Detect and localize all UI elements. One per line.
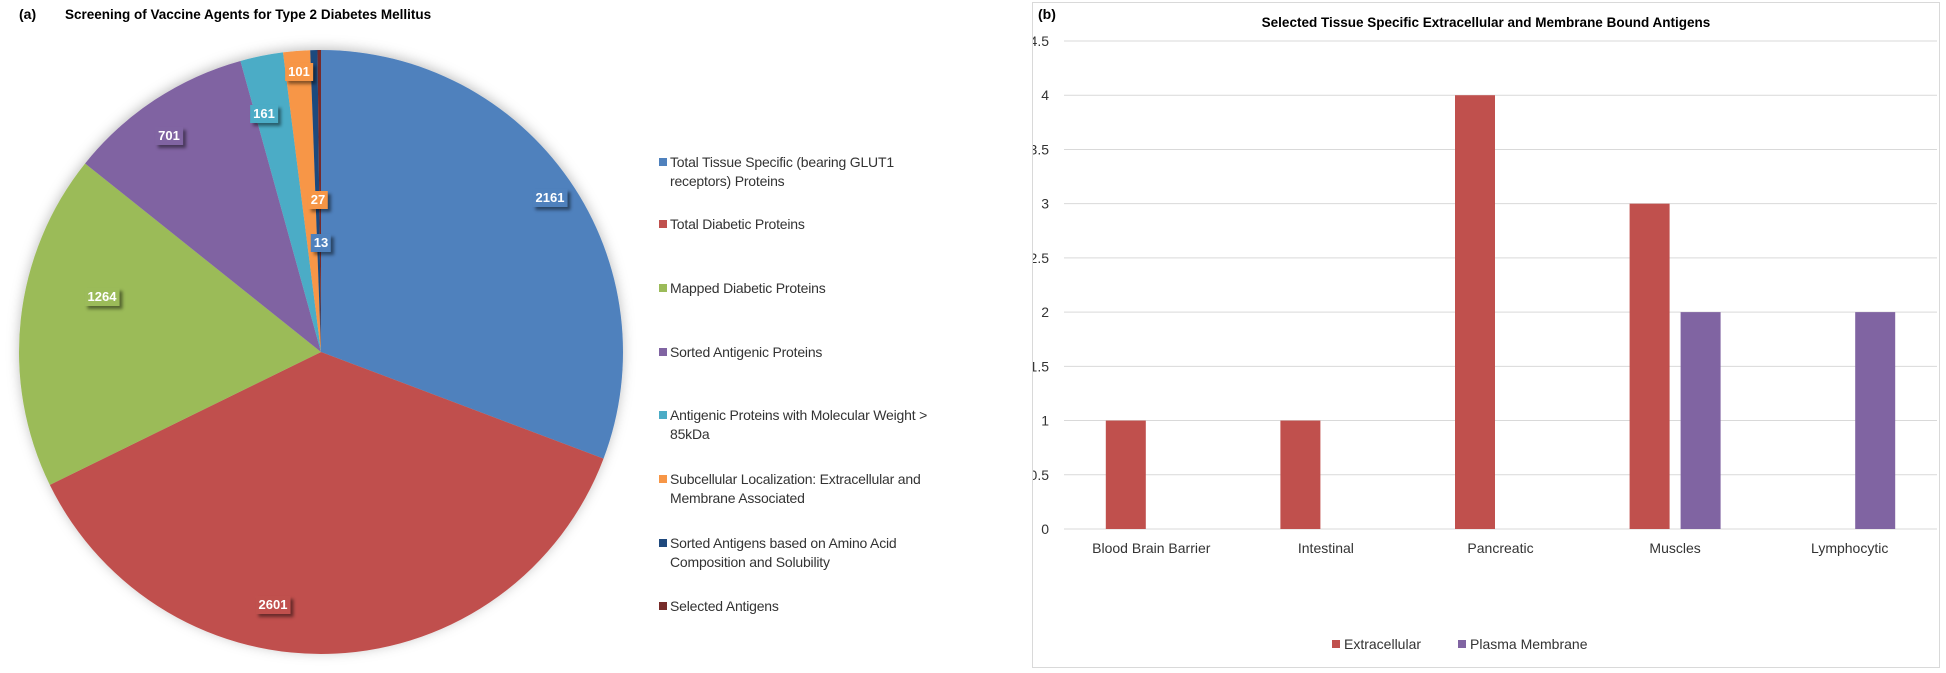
legend-swatch bbox=[659, 158, 667, 166]
x-tick-label: Pancreatic bbox=[1467, 540, 1533, 556]
bar-chart: 0 0.5 1 1.5 2 2.5 3 3.5 4 4.5 Blood Brain Barrier I… bbox=[1033, 33, 1937, 652]
legend-swatch bbox=[1332, 640, 1340, 648]
pie-data-label: 1264 bbox=[84, 288, 120, 306]
pie-data-label: 161 bbox=[250, 105, 278, 123]
legend-swatch bbox=[659, 348, 667, 356]
legend-label: Total Diabetic Proteins bbox=[670, 216, 805, 232]
pie-slice bbox=[283, 50, 321, 353]
pie-slice bbox=[240, 52, 321, 352]
legend-label: Selected Antigens bbox=[670, 598, 779, 614]
y-tick-label: 3 bbox=[1041, 196, 1049, 212]
legend-swatch bbox=[659, 284, 667, 292]
pie-legend-item: Mapped Diabetic Proteins bbox=[659, 279, 949, 298]
y-tick-label: 1 bbox=[1041, 413, 1049, 429]
bar-chart-title: Selected Tissue Specific Extracellular a… bbox=[1261, 15, 1711, 30]
pie-legend-item: Antigenic Proteins with Molecular Weight… bbox=[659, 406, 949, 444]
pie-slice bbox=[18, 163, 322, 485]
pie-data-label: 2161 bbox=[532, 189, 568, 207]
pie-legend-item: Selected Antigens bbox=[659, 597, 949, 616]
legend-swatch bbox=[1458, 640, 1466, 648]
pie-legend-item: Sorted Antigens based on Amino Acid Comp… bbox=[659, 534, 949, 572]
pie-chart-title: Screening of Vaccine Agents for Type 2 D… bbox=[65, 7, 432, 22]
pie-slice bbox=[321, 50, 624, 459]
y-tick-label: 2 bbox=[1041, 304, 1049, 320]
y-tick-label: 4 bbox=[1041, 87, 1049, 103]
panel-b-tag: (b) bbox=[1038, 6, 1056, 22]
bar bbox=[1105, 420, 1146, 529]
y-tick-label: 2.5 bbox=[1033, 250, 1049, 266]
legend-label: Antigenic Proteins with Molecular Weight… bbox=[670, 407, 928, 442]
legend-label: Extracellular bbox=[1344, 636, 1421, 652]
y-tick-label: 3.5 bbox=[1033, 141, 1049, 157]
pie-legend-item: Subcellular Localization: Extracellular … bbox=[659, 470, 949, 508]
bar bbox=[1855, 312, 1896, 529]
pie-data-label: 13 bbox=[310, 234, 332, 252]
pie-data-label: 27 bbox=[307, 191, 329, 209]
pie-slice bbox=[49, 352, 604, 654]
pie-chart bbox=[18, 50, 624, 654]
pie-legend-item: Sorted Antigenic Proteins bbox=[659, 343, 949, 362]
legend-swatch bbox=[659, 220, 667, 228]
legend-swatch bbox=[659, 475, 667, 483]
bar bbox=[1629, 203, 1670, 529]
legend-label: Sorted Antigens based on Amino Acid Comp… bbox=[670, 535, 897, 570]
y-tick-label: 1.5 bbox=[1033, 358, 1049, 374]
pie-data-label: 701 bbox=[155, 127, 183, 145]
pie-slice bbox=[85, 60, 321, 353]
bar bbox=[1680, 312, 1721, 529]
legend-label: Plasma Membrane bbox=[1470, 636, 1588, 652]
legend-swatch bbox=[659, 539, 667, 547]
legend-swatch bbox=[659, 602, 667, 610]
pie-data-label: 101 bbox=[285, 63, 313, 81]
pie-legend-item: Total Tissue Specific (bearing GLUT1 rec… bbox=[659, 153, 949, 191]
x-tick-label: Blood Brain Barrier bbox=[1092, 540, 1211, 556]
bar bbox=[1280, 420, 1321, 529]
panel-a-tag: (a) bbox=[19, 6, 37, 22]
pie-data-label: 2601 bbox=[255, 596, 291, 614]
x-tick-label: Intestinal bbox=[1298, 540, 1354, 556]
x-tick-label: Lymphocytic bbox=[1811, 540, 1888, 556]
legend-label: Mapped Diabetic Proteins bbox=[670, 280, 826, 296]
x-tick-label: Muscles bbox=[1649, 540, 1700, 556]
legend-label: Total Tissue Specific (bearing GLUT1 rec… bbox=[670, 154, 894, 189]
y-tick-label: 0 bbox=[1041, 521, 1049, 537]
legend-label: Sorted Antigenic Proteins bbox=[670, 344, 823, 360]
y-tick-label: 4.5 bbox=[1033, 33, 1049, 49]
y-tick-label: 0.5 bbox=[1033, 467, 1049, 483]
bar-chart-panel: 0 0.5 1 1.5 2 2.5 3 3.5 4 4.5 Blood Brain Barrier I… bbox=[1032, 2, 1940, 668]
bar bbox=[1455, 95, 1495, 529]
pie-legend-item: Total Diabetic Proteins bbox=[659, 215, 949, 234]
legend-label: Subcellular Localization: Extracellular … bbox=[670, 471, 921, 506]
legend-swatch bbox=[659, 411, 667, 419]
